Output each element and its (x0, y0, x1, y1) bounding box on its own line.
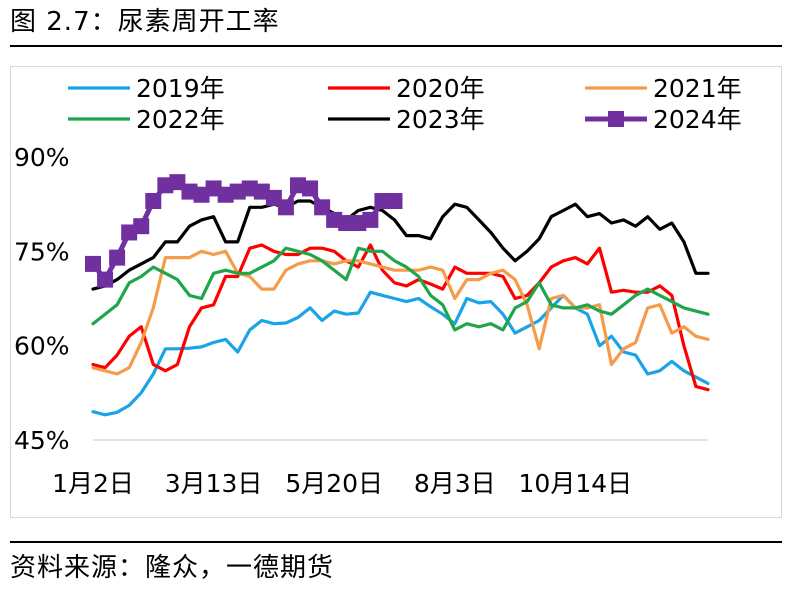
x-tick-label: 5月20日 (285, 469, 383, 498)
legend-label: 2019年 (136, 74, 225, 103)
y-axis: 90% 75% 60% 45% (14, 143, 70, 455)
series-point (157, 177, 174, 194)
legend-label: 2023年 (396, 105, 485, 134)
x-tick-label: 3月13日 (165, 469, 263, 498)
figure-title: 图 2.7：尿素周开工率 (10, 7, 280, 37)
legend-label: 2021年 (653, 74, 742, 103)
series-point (229, 183, 246, 200)
chart-frame (10, 66, 782, 518)
series-point (338, 215, 355, 232)
series-line (91, 243, 710, 392)
series-point (253, 183, 270, 200)
series-point (362, 211, 379, 228)
title-rule (10, 45, 782, 47)
series-point (193, 186, 210, 203)
series-point (205, 180, 222, 197)
series-point (374, 193, 391, 210)
series-point (241, 180, 258, 197)
series-4 (91, 246, 710, 332)
source-note: 资料来源：隆众，一德期货 (10, 553, 335, 583)
y-tick-label: 75% (14, 237, 70, 266)
series-point (326, 211, 343, 228)
series-point (277, 199, 294, 216)
series-6 (85, 174, 403, 288)
series-point (85, 255, 101, 272)
legend-item: 2024年 (585, 105, 742, 134)
legend-item: 2021年 (585, 74, 742, 103)
legend-item: 2020年 (328, 74, 485, 103)
x-axis: 1月2日 3月13日 5月20日 8月3日 10月14日 (52, 439, 708, 498)
series-point (133, 218, 150, 235)
plot-area (85, 174, 710, 417)
y-tick-label: 45% (14, 426, 70, 455)
series-point (350, 215, 367, 232)
series-point (121, 224, 138, 241)
series-point (181, 183, 198, 200)
series-point (217, 186, 234, 203)
source-rule (10, 541, 782, 543)
series-5 (91, 199, 710, 291)
y-tick-label: 60% (14, 332, 70, 361)
series-point (145, 193, 162, 210)
legend-label: 2024年 (653, 105, 742, 134)
series-point (109, 249, 126, 266)
series-point (290, 177, 306, 194)
series-point (314, 199, 331, 216)
legend-label: 2020年 (396, 74, 485, 103)
series-3 (91, 249, 710, 376)
legend-item: 2019年 (68, 74, 225, 103)
legend: 2019年 2020年 2021年 2022年 2023年 2024年 (68, 74, 742, 134)
series-line (91, 199, 710, 291)
series-point (97, 271, 114, 288)
series-2 (91, 243, 710, 392)
series-line (91, 246, 710, 332)
legend-item: 2023年 (328, 105, 485, 134)
series-line (91, 249, 710, 376)
x-tick-label: 1月2日 (52, 469, 134, 498)
legend-marker (608, 111, 624, 127)
y-tick-label: 90% (14, 143, 70, 172)
legend-label: 2022年 (136, 105, 225, 134)
series-point (302, 180, 319, 197)
series-point (386, 193, 403, 210)
legend-item: 2022年 (68, 105, 225, 134)
x-tick-label: 10月14日 (519, 469, 633, 498)
line-chart: 2019年 2020年 2021年 2022年 2023年 2024年 90% 75% 60%… (14, 74, 742, 498)
series-point (265, 189, 282, 206)
series-point (169, 174, 186, 191)
x-tick-label: 8月3日 (414, 469, 496, 498)
